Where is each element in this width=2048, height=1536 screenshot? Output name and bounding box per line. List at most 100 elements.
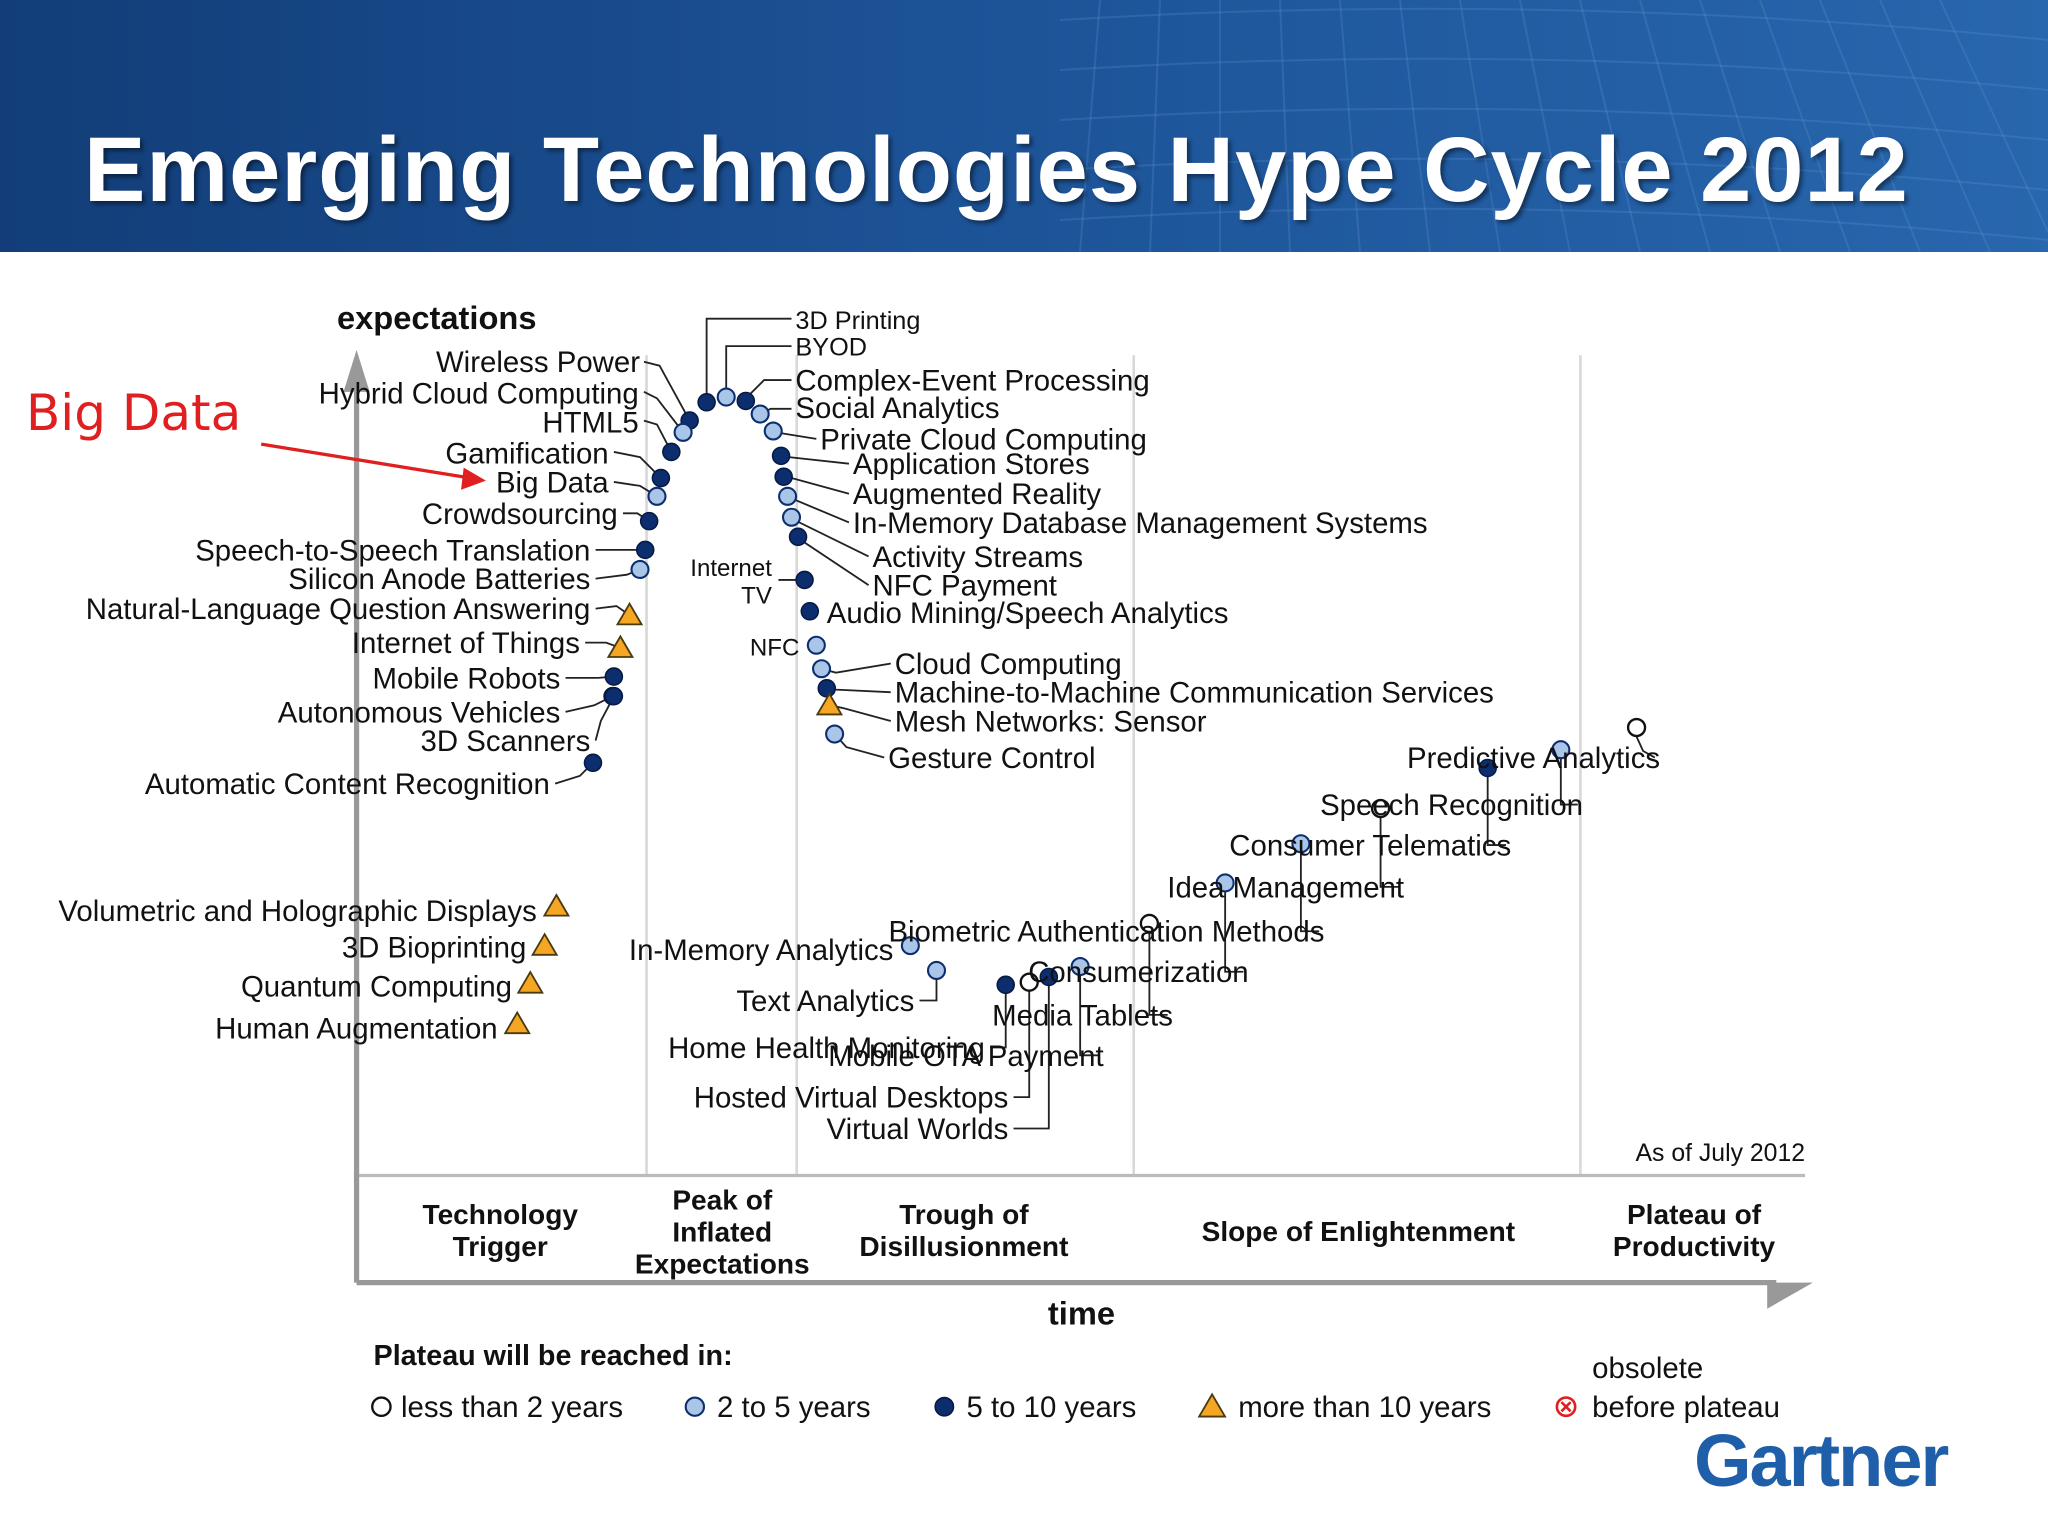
tech-label-cloud-computing: Cloud Computing: [895, 648, 1122, 681]
marker-complex-event-processing: [736, 391, 756, 411]
tech-label-private-cloud-computing: Private Cloud Computing: [820, 423, 1147, 456]
marker-machine-to-machine-communication-services: [817, 679, 837, 698]
tech-label-gamification: Gamification: [445, 438, 608, 471]
marker-augmented-reality: [774, 467, 793, 487]
marker-human-augmentation: [503, 1010, 531, 1035]
tech-label-in-memory-database-management-systems: In-Memory Database Management Systems: [853, 507, 1428, 540]
phase-label-peak: Peak of: [672, 1184, 773, 1215]
tech-label-autonomous-vehicles: Autonomous Vehicles: [278, 696, 561, 729]
tech-label-virtual-worlds: Virtual Worlds: [827, 1113, 1009, 1146]
marker-automatic-content-recognition: [583, 753, 603, 773]
phase-label-plateau: Productivity: [1613, 1231, 1776, 1262]
marker-3d-bioprinting: [531, 932, 559, 956]
tech-label-hosted-virtual-desktops: Hosted Virtual Desktops: [694, 1082, 1009, 1115]
legend-marker-5-to-10-years: [934, 1396, 955, 1417]
big-data-arrow-line: [260, 442, 471, 480]
marker-biometric-authentication-methods: [1291, 834, 1311, 854]
banner-grid-pattern: [1059, 0, 2048, 252]
legend-marker-more-than-10-years: [1197, 1392, 1227, 1418]
marker-volumetric-and-holographic-displays: [542, 893, 571, 917]
tech-label-nfc: NFC: [750, 635, 800, 662]
leader-byod: [725, 345, 792, 398]
tech-label-mobile-robots: Mobile Robots: [373, 662, 561, 695]
tech-label-speech-to-speech-translation: Speech-to-Speech Translation: [195, 534, 590, 567]
leader-application-stores: [780, 454, 850, 465]
marker-audio-mining-speech-analytics: [800, 601, 820, 621]
marker-nfc: [806, 635, 826, 655]
marker-mesh-networks-sensor: [815, 692, 844, 716]
marker-silicon-anode-batteries: [630, 559, 650, 580]
y-axis-label: expectations: [337, 299, 537, 336]
tech-label-speech-recognition: Speech Recognition: [1320, 789, 1583, 822]
marker-nfc-payment: [788, 527, 808, 547]
tech-label-machine-to-machine-communication-services: Machine-to-Machine Communication Service…: [895, 677, 1494, 710]
phase-label-trough: Disillusionment: [859, 1231, 1068, 1262]
marker-in-memory-analytics: [900, 936, 920, 956]
hype-cycle-chart: expectations time As of July 2012 Technolog…: [0, 252, 1813, 1424]
tech-label-wireless-power: Wireless Power: [436, 346, 640, 379]
tech-label-crowdsourcing: Crowdsourcing: [422, 498, 618, 531]
phase-label-peak: Expectations: [635, 1248, 810, 1279]
tech-label-hybrid-cloud-computing: Hybrid Cloud Computing: [319, 378, 639, 411]
tech-label-nfc-payment: NFC Payment: [872, 570, 1056, 603]
marker-social-analytics: [750, 404, 770, 424]
tech-label-quantum-computing: Quantum Computing: [241, 971, 512, 1004]
marker-3d-scanners: [604, 686, 624, 706]
marker-consumerization: [1215, 873, 1235, 893]
marker-consumer-telematics: [1478, 758, 1497, 778]
legend-marker-2-to-5-years: [684, 1396, 706, 1417]
tech-label-consumerization: Consumerization: [1028, 956, 1248, 989]
x-axis-label: time: [1048, 1294, 1115, 1331]
tech-label-internet-of-things: Internet of Things: [352, 627, 580, 660]
tech-label-activity-streams: Activity Streams: [872, 541, 1083, 574]
leader-3d-printing: [705, 317, 792, 403]
marker-hybrid-cloud-computing: [673, 422, 693, 442]
phase-label-trough: Trough of: [899, 1199, 1029, 1230]
marker-cloud-computing: [812, 659, 832, 679]
marker-byod: [716, 387, 736, 407]
marker-mobile-robots: [604, 667, 624, 686]
phase-label-slope: Slope of Enlightenment: [1202, 1216, 1516, 1247]
legend-label-more-than-10-years: more than 10 years: [1238, 1391, 1491, 1424]
marker-gamification: [651, 468, 671, 488]
marker-crowdsourcing: [639, 511, 659, 531]
marker-3d-printing: [697, 393, 716, 412]
marker-media-tablets: [1139, 913, 1160, 934]
marker-mobile-ota-payment: [1070, 956, 1090, 977]
tech-label-3d-bioprinting: 3D Bioprinting: [342, 931, 527, 964]
tech-label-consumer-telematics: Consumer Telematics: [1229, 830, 1511, 863]
tech-label-html5: HTML5: [542, 406, 638, 439]
tech-label-social-analytics: Social Analytics: [795, 392, 999, 425]
title-banner: Emerging Technologies Hype Cycle 2012: [0, 0, 2048, 252]
marker-speech-to-speech-translation: [635, 540, 655, 560]
tech-label-3d-printing: 3D Printing: [795, 307, 920, 335]
tech-label-mesh-networks-sensor: Mesh Networks: Sensor: [895, 705, 1207, 738]
tech-label-media-tablets: Media Tablets: [992, 999, 1173, 1032]
tech-label-predictive-analytics: Predictive Analytics: [1407, 742, 1660, 775]
tech-label-silicon-anode-batteries: Silicon Anode Batteries: [288, 563, 590, 596]
phase-label-plateau: Plateau of: [1627, 1199, 1762, 1230]
legend-heading: Plateau will be reached in:: [374, 1340, 733, 1372]
tech-label-home-health-monitoring: Home Health Monitoring: [668, 1032, 985, 1065]
time-axis-arrow: [1767, 1282, 1813, 1309]
marker-text-analytics: [926, 960, 947, 980]
marker-speech-recognition: [1551, 740, 1571, 760]
marker-activity-streams: [781, 507, 802, 527]
legend-label-5-to-10-years: 5 to 10 years: [967, 1391, 1137, 1424]
phase-label-peak: Inflated: [672, 1216, 772, 1247]
legend-label-2-to-5-years: 2 to 5 years: [717, 1391, 871, 1424]
marker-virtual-worlds: [1039, 967, 1059, 987]
leader-html5: [643, 419, 673, 453]
marker-internet-tv: [795, 570, 814, 590]
leader-cloud-computing: [821, 662, 891, 674]
tech-label-complex-event-processing: Complex-Event Processing: [795, 365, 1149, 398]
legend-label-before-plateau: before plateau: [1592, 1391, 1780, 1424]
marker-natural-language-question-answering: [615, 601, 644, 626]
tech-label-natural-language-question-answering: Natural-Language Question Answering: [86, 593, 591, 626]
marker-application-stores: [771, 446, 791, 466]
marker-gesture-control: [825, 724, 845, 744]
leader-wireless-power: [643, 360, 691, 422]
tech-label-internet-tv: TV: [741, 582, 772, 609]
tech-label-augmented-reality: Augmented Reality: [853, 478, 1102, 511]
tech-label-in-memory-analytics: In-Memory Analytics: [629, 934, 893, 967]
